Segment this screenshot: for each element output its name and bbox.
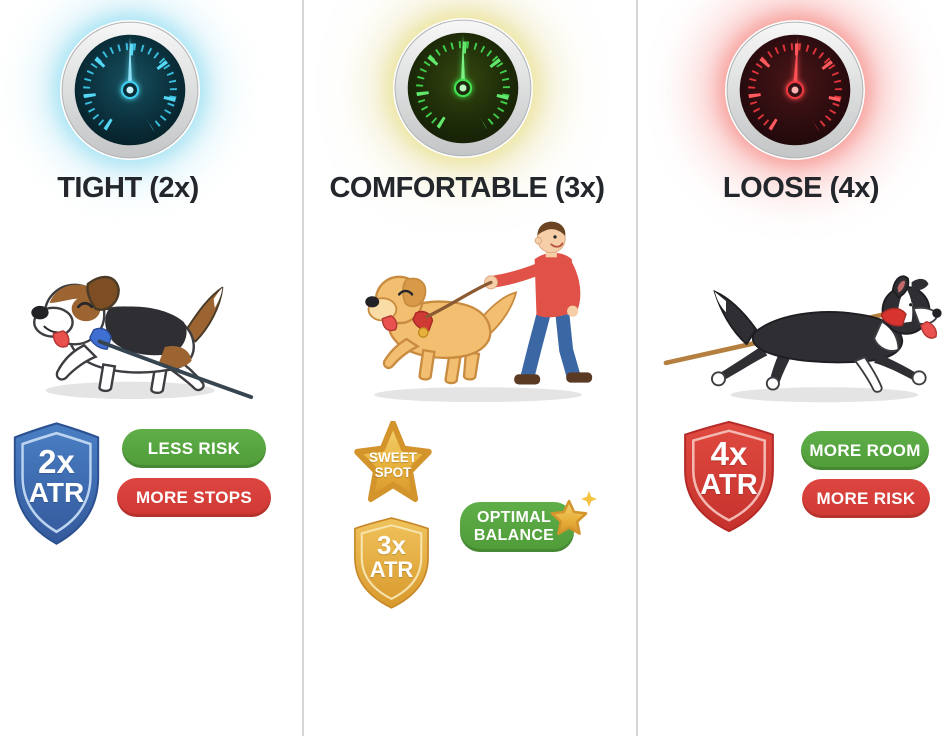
man-walking-golden-retriever-illustration bbox=[362, 220, 594, 406]
tag-optimal-line1: OPTIMAL bbox=[476, 509, 552, 527]
column-divider bbox=[302, 0, 304, 736]
speedometer-icon bbox=[393, 18, 533, 158]
column-heading: LOOSE (4x) bbox=[722, 172, 880, 204]
shield-unit: ATR bbox=[700, 468, 758, 501]
shield-value: 4x bbox=[710, 435, 748, 473]
beagle-tight-leash-illustration bbox=[15, 253, 255, 402]
column-heading: TIGHT (2x) bbox=[57, 172, 199, 204]
shield-unit: ATR bbox=[369, 556, 414, 582]
sweet-spot-star-badge: SWEET SPOT bbox=[350, 421, 436, 507]
border-collie-loose-leash-illustration bbox=[660, 256, 942, 406]
tag-more-risk: MORE RISK bbox=[802, 479, 930, 518]
column-loose: LOOSE (4x) bbox=[638, 0, 944, 736]
tag-less-risk: LESS RISK bbox=[122, 429, 266, 468]
tag-optimal-line2: BALANCE bbox=[473, 527, 555, 544]
shield-unit: ATR bbox=[28, 476, 85, 508]
tag-optimal-balance: OPTIMAL BALANCE bbox=[460, 502, 574, 552]
column-heading: COMFORTABLE (3x) bbox=[329, 172, 605, 204]
tag-more-room: MORE ROOM bbox=[801, 431, 929, 470]
atr-shield-badge: 4x ATR bbox=[678, 417, 780, 535]
atr-shield-badge: 2x ATR bbox=[8, 418, 105, 548]
speedometer-icon bbox=[725, 20, 865, 160]
star-badge-line1: SWEET bbox=[368, 450, 417, 466]
column-divider bbox=[636, 0, 638, 736]
atr-shield-badge: 3x ATR bbox=[349, 514, 434, 611]
speedometer-icon bbox=[60, 20, 200, 160]
star-badge-line2: SPOT bbox=[374, 465, 412, 480]
column-tight: TIGHT (2x) bbox=[0, 0, 302, 736]
shield-value: 2x bbox=[38, 443, 75, 481]
shield-value: 3x bbox=[377, 530, 406, 561]
star-sparkle-icon bbox=[547, 489, 599, 543]
tag-more-stops: MORE STOPS bbox=[117, 478, 271, 517]
column-comfortable: COMFORTABLE (3x) bbox=[304, 0, 636, 736]
